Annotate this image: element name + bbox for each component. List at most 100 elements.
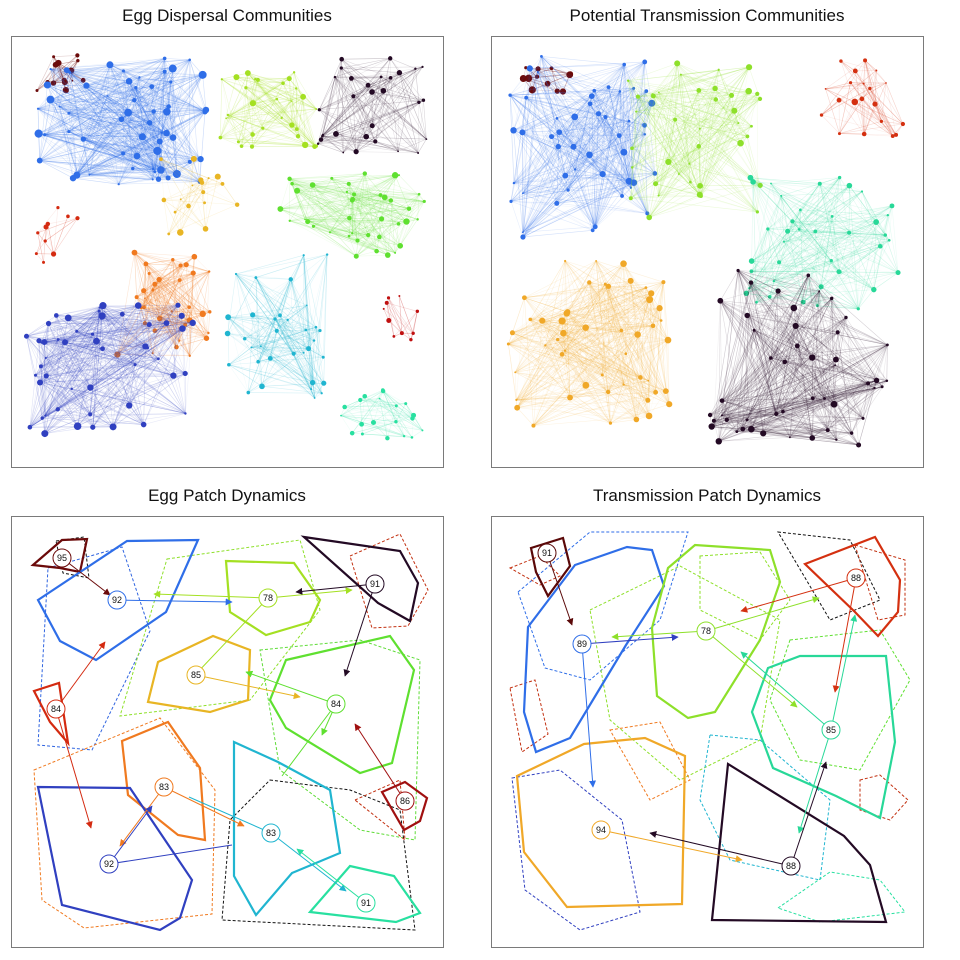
- network-node: [189, 319, 196, 327]
- network-node: [674, 60, 681, 67]
- network-edge: [312, 184, 347, 193]
- network-edge: [537, 71, 620, 136]
- network-edge: [123, 58, 165, 72]
- network-edge: [565, 120, 630, 176]
- network-edge: [152, 289, 191, 356]
- network-edge: [291, 183, 350, 237]
- network-edge: [136, 111, 168, 157]
- network-edge: [107, 95, 169, 107]
- network-node: [224, 330, 231, 337]
- network-node: [254, 276, 258, 279]
- network-edge: [38, 340, 148, 349]
- network-edge: [290, 279, 313, 383]
- network-edge: [102, 324, 150, 349]
- network-node: [131, 249, 138, 256]
- network-edge: [76, 132, 162, 176]
- network-edge: [38, 133, 143, 138]
- network-edge: [73, 168, 154, 179]
- network-edge: [356, 151, 419, 154]
- network-edge: [293, 330, 321, 354]
- network-edge: [354, 194, 385, 198]
- network-edge: [151, 86, 169, 107]
- network-node: [142, 305, 146, 310]
- network-edge: [255, 78, 298, 130]
- network-edge: [89, 150, 158, 176]
- network-edge: [153, 68, 174, 112]
- network-edge: [257, 279, 292, 362]
- network-edge: [255, 277, 281, 316]
- network-edge: [64, 342, 114, 427]
- network-edge: [340, 415, 353, 434]
- network-edge: [257, 79, 278, 100]
- network-edge: [134, 252, 180, 341]
- network-edge: [280, 184, 313, 210]
- network-edge: [99, 307, 159, 360]
- network-node: [301, 141, 309, 149]
- network-edge: [122, 313, 159, 359]
- network-node: [750, 124, 753, 128]
- network-edge: [221, 78, 317, 147]
- network-edge: [351, 78, 424, 101]
- network-edge: [551, 88, 634, 137]
- network-edge: [352, 201, 425, 234]
- network-edge: [69, 72, 84, 140]
- network-edge: [46, 375, 78, 427]
- network-edge: [289, 78, 317, 110]
- network-edge: [140, 307, 160, 319]
- network-edge: [390, 66, 423, 79]
- network-edge: [96, 322, 167, 342]
- network-edge: [163, 183, 223, 201]
- network-edge: [322, 76, 382, 136]
- network-node: [220, 182, 225, 186]
- network-node: [147, 271, 151, 275]
- network-edge: [135, 364, 174, 376]
- network-edge: [48, 313, 123, 324]
- network-edge: [397, 138, 427, 152]
- network-edge: [109, 64, 206, 113]
- network-edge: [135, 87, 150, 123]
- network-edge: [510, 91, 620, 96]
- network-edge: [335, 133, 367, 138]
- network-edge: [118, 122, 150, 185]
- network-edge: [68, 307, 100, 319]
- network-node: [320, 392, 323, 395]
- network-edge: [590, 91, 621, 105]
- network-edge: [529, 68, 646, 135]
- network-edge: [144, 306, 210, 313]
- network-node: [836, 269, 842, 275]
- network-edge: [139, 77, 169, 179]
- network-edge: [45, 413, 186, 416]
- network-edge: [136, 81, 172, 157]
- network-edge: [529, 68, 595, 91]
- network-edge: [619, 91, 632, 188]
- network-edge: [367, 66, 423, 86]
- network-edge: [228, 316, 276, 320]
- network-edge: [96, 340, 186, 414]
- network-edge: [621, 91, 647, 197]
- network-edge: [159, 271, 210, 319]
- network-edge: [292, 173, 365, 184]
- network-edge: [46, 373, 186, 377]
- network-node: [305, 304, 308, 307]
- network-edge: [69, 72, 130, 82]
- network-edge: [227, 114, 239, 142]
- network-edge: [351, 78, 357, 152]
- network-edge: [69, 64, 111, 73]
- network-edge: [304, 208, 410, 220]
- network-edge: [122, 313, 148, 348]
- network-edge: [53, 216, 69, 255]
- network-edge: [367, 85, 419, 154]
- network-edge: [66, 69, 129, 113]
- network-edge: [399, 194, 420, 246]
- network-edge: [510, 135, 620, 202]
- network-edge: [136, 272, 194, 298]
- network-edge: [36, 240, 46, 254]
- network-edge: [72, 132, 162, 179]
- network-edge: [172, 109, 207, 138]
- network-node: [167, 232, 171, 236]
- network-edge: [172, 259, 190, 308]
- network-node: [281, 81, 285, 85]
- network-node: [274, 328, 279, 333]
- network-node: [302, 351, 305, 354]
- network-edge: [143, 279, 160, 291]
